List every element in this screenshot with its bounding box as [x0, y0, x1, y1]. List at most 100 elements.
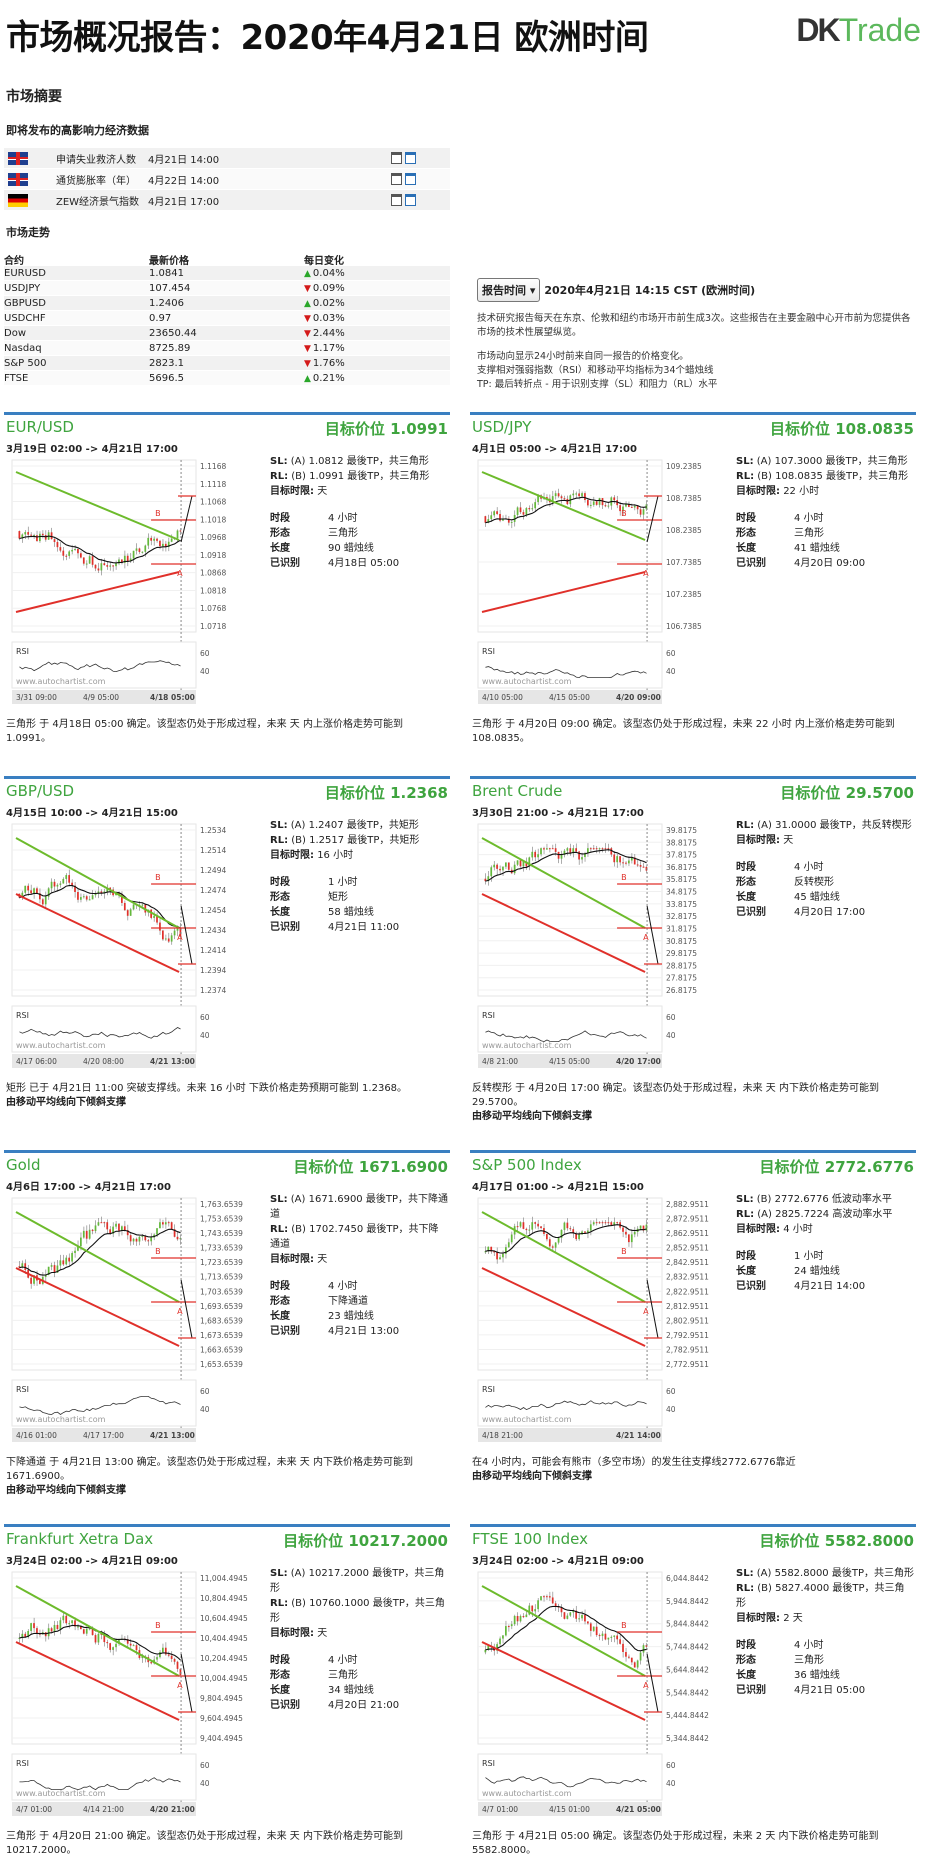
dk-trade-logo[interactable]: DKTrade: [796, 12, 921, 49]
candle: [493, 1251, 496, 1253]
length-value: 58 蜡烛线: [328, 907, 374, 918]
shape-value: 矩形: [328, 892, 348, 903]
resistance-level: RL: (B) 1.2517 最後TP，共矩形: [270, 835, 420, 846]
candle: [100, 1222, 103, 1224]
candle: [53, 1265, 56, 1273]
point-a-label: A: [177, 933, 183, 942]
candle: [502, 1635, 504, 1639]
candle: [616, 500, 619, 506]
instrument-name[interactable]: Gold: [6, 1156, 41, 1174]
market-row[interactable]: Dow 23650.44 ▼ 2.44%: [4, 326, 450, 340]
x-tick-label: 4/17 17:00: [83, 1431, 124, 1440]
calendar-icon[interactable]: [391, 152, 402, 164]
instrument-name[interactable]: EUR/USD: [6, 418, 74, 436]
report-time-value: 2020年4月21日 14:15 CST (欧洲时间): [544, 284, 756, 297]
market-row[interactable]: USDJPY 107.454 ▼ 0.09%: [4, 281, 450, 295]
candle: [162, 1222, 164, 1225]
instrument-name[interactable]: Brent Crude: [472, 782, 563, 800]
candle: [74, 885, 76, 893]
candle: [560, 1229, 563, 1238]
candle: [581, 857, 583, 860]
candle: [622, 506, 624, 512]
price-chart[interactable]: 1.2534 1.2514 1.2494 1.2474 1.2454 1.2434 1.24…: [8, 820, 276, 1080]
y-tick-label: 10,804.4945: [200, 1594, 248, 1603]
event-row[interactable]: 通货膨胀率（年） 4月22日 14:00: [4, 169, 450, 189]
candle: [121, 559, 123, 563]
x-axis-bar: [478, 1428, 662, 1442]
candle: [62, 1260, 65, 1265]
candle: [162, 930, 164, 940]
market-row[interactable]: USDCHF 0.97 ▼ 0.03%: [4, 311, 450, 325]
instrument-name[interactable]: S&P 500 Index: [472, 1156, 582, 1174]
candle: [543, 1596, 545, 1598]
candle: [607, 1637, 610, 1640]
candle: [566, 1222, 569, 1229]
candle: [21, 1633, 24, 1638]
instrument-name[interactable]: GBP/USD: [6, 782, 75, 800]
calendar-icon[interactable]: [391, 194, 402, 206]
price-chart[interactable]: 1,763.6539 1,753.6539 1,743.6539 1,733.6539…: [8, 1194, 276, 1454]
report-time-dropdown[interactable]: 报告时间 ▾: [477, 278, 541, 302]
event-row[interactable]: ZEW经济景气指数 4月21日 17:00: [4, 190, 450, 210]
market-row[interactable]: S&P 500 2823.1 ▼ 1.76%: [4, 356, 450, 370]
resistance-level: RL: (A) 2825.7224 高波动率水平: [736, 1209, 893, 1220]
candle: [510, 521, 513, 523]
candle: [543, 848, 545, 850]
y-tick-label: 2,862.9511: [666, 1229, 709, 1238]
candle: [592, 1626, 595, 1631]
outlook-calendar-icon[interactable]: [405, 194, 416, 206]
rsi-label: RSI: [482, 1385, 495, 1394]
price-chart[interactable]: 109.2385 108.7385 108.2385 107.7385 107.2385…: [474, 456, 742, 716]
candle: [639, 509, 642, 515]
y-tick-label: 39.8175: [666, 826, 697, 835]
support-trendline: [481, 1641, 646, 1721]
down-arrow-icon: ▼: [304, 328, 311, 339]
calendar-icon[interactable]: [391, 173, 402, 185]
y-tick-label: 1.0918: [200, 551, 226, 560]
y-tick-label: 1,683.6539: [200, 1316, 243, 1325]
pattern-info: SL: (A) 1.2407 最後TP，共矩形 RL: (B) 1.2517 最後…: [270, 818, 448, 935]
price-chart[interactable]: 39.8175 38.8175 37.8175 36.8175 35.8175 34.81…: [474, 820, 742, 1080]
event-row[interactable]: 申请失业救济人数 4月21日 14:00: [4, 148, 450, 168]
y-tick-label: 35.8175: [666, 875, 697, 884]
instrument-name[interactable]: Frankfurt Xetra Dax: [6, 1530, 154, 1548]
y-tick-label: 9,804.4945: [200, 1694, 243, 1703]
events-heading: 即将发布的高影响力经济数据: [6, 124, 149, 137]
candle: [546, 1596, 548, 1598]
candle: [510, 1624, 513, 1627]
page-title: 市场概况报告：2020年4月21日 欧洲时间: [6, 18, 649, 58]
price-chart[interactable]: 11,004.4945 10,804.4945 10,604.4945 10,404.…: [8, 1568, 276, 1828]
outlook-calendar-icon[interactable]: [405, 152, 416, 164]
rsi-tick-label: 40: [666, 1779, 676, 1788]
market-price: 0.97: [149, 312, 172, 324]
market-row[interactable]: GBPUSD 1.2406 ▲ 0.02%: [4, 296, 450, 310]
panel-divider: [470, 1524, 916, 1527]
market-row[interactable]: Nasdaq 8725.89 ▼ 1.17%: [4, 341, 450, 355]
candle: [85, 563, 88, 565]
y-tick-label: 1,673.6539: [200, 1331, 243, 1340]
candle: [135, 548, 138, 551]
instrument-panel: Frankfurt Xetra Dax 目标价位 10217.2000 3月24日 …: [4, 1524, 450, 1860]
watermark: www.autochartist.com: [482, 1041, 572, 1050]
pattern-info: SL: (A) 1.0812 最後TP，共三角形 RL: (B) 1.0991 最…: [270, 454, 448, 571]
candle: [126, 910, 129, 916]
instrument-name[interactable]: USD/JPY: [472, 418, 532, 436]
market-row[interactable]: EURUSD 1.0841 ▲ 0.04%: [4, 266, 450, 280]
price-chart[interactable]: 1.1168 1.1118 1.1068 1.1018 1.0968 1.0918 1.08…: [8, 456, 276, 716]
watermark: www.autochartist.com: [16, 1041, 106, 1050]
candle: [80, 1626, 82, 1630]
market-row[interactable]: FTSE 5696.5 ▲ 0.21%: [4, 371, 450, 385]
candle: [118, 559, 120, 564]
price-chart[interactable]: 2,882.9511 2,872.9511 2,862.9511 2,852.9511…: [474, 1194, 742, 1454]
de-flag-icon: [8, 193, 28, 207]
resistance-level: RL: (A) 31.0000 最後TP，共反转楔形: [736, 820, 912, 831]
markets-table: 合约 最新价格 每日变化 EURUSD 1.0841 ▲ 0.04% USDJPY 107…: [4, 252, 450, 386]
candle: [601, 1222, 604, 1224]
price-chart[interactable]: 6,044.8442 5,944.8442 5,844.8442 5,744.8442…: [474, 1568, 742, 1828]
candle: [112, 565, 114, 567]
outlook-calendar-icon[interactable]: [405, 173, 416, 185]
candle: [156, 915, 158, 923]
shape-value: 三角形: [328, 1670, 358, 1681]
candle: [613, 497, 616, 501]
instrument-name[interactable]: FTSE 100 Index: [472, 1530, 588, 1548]
